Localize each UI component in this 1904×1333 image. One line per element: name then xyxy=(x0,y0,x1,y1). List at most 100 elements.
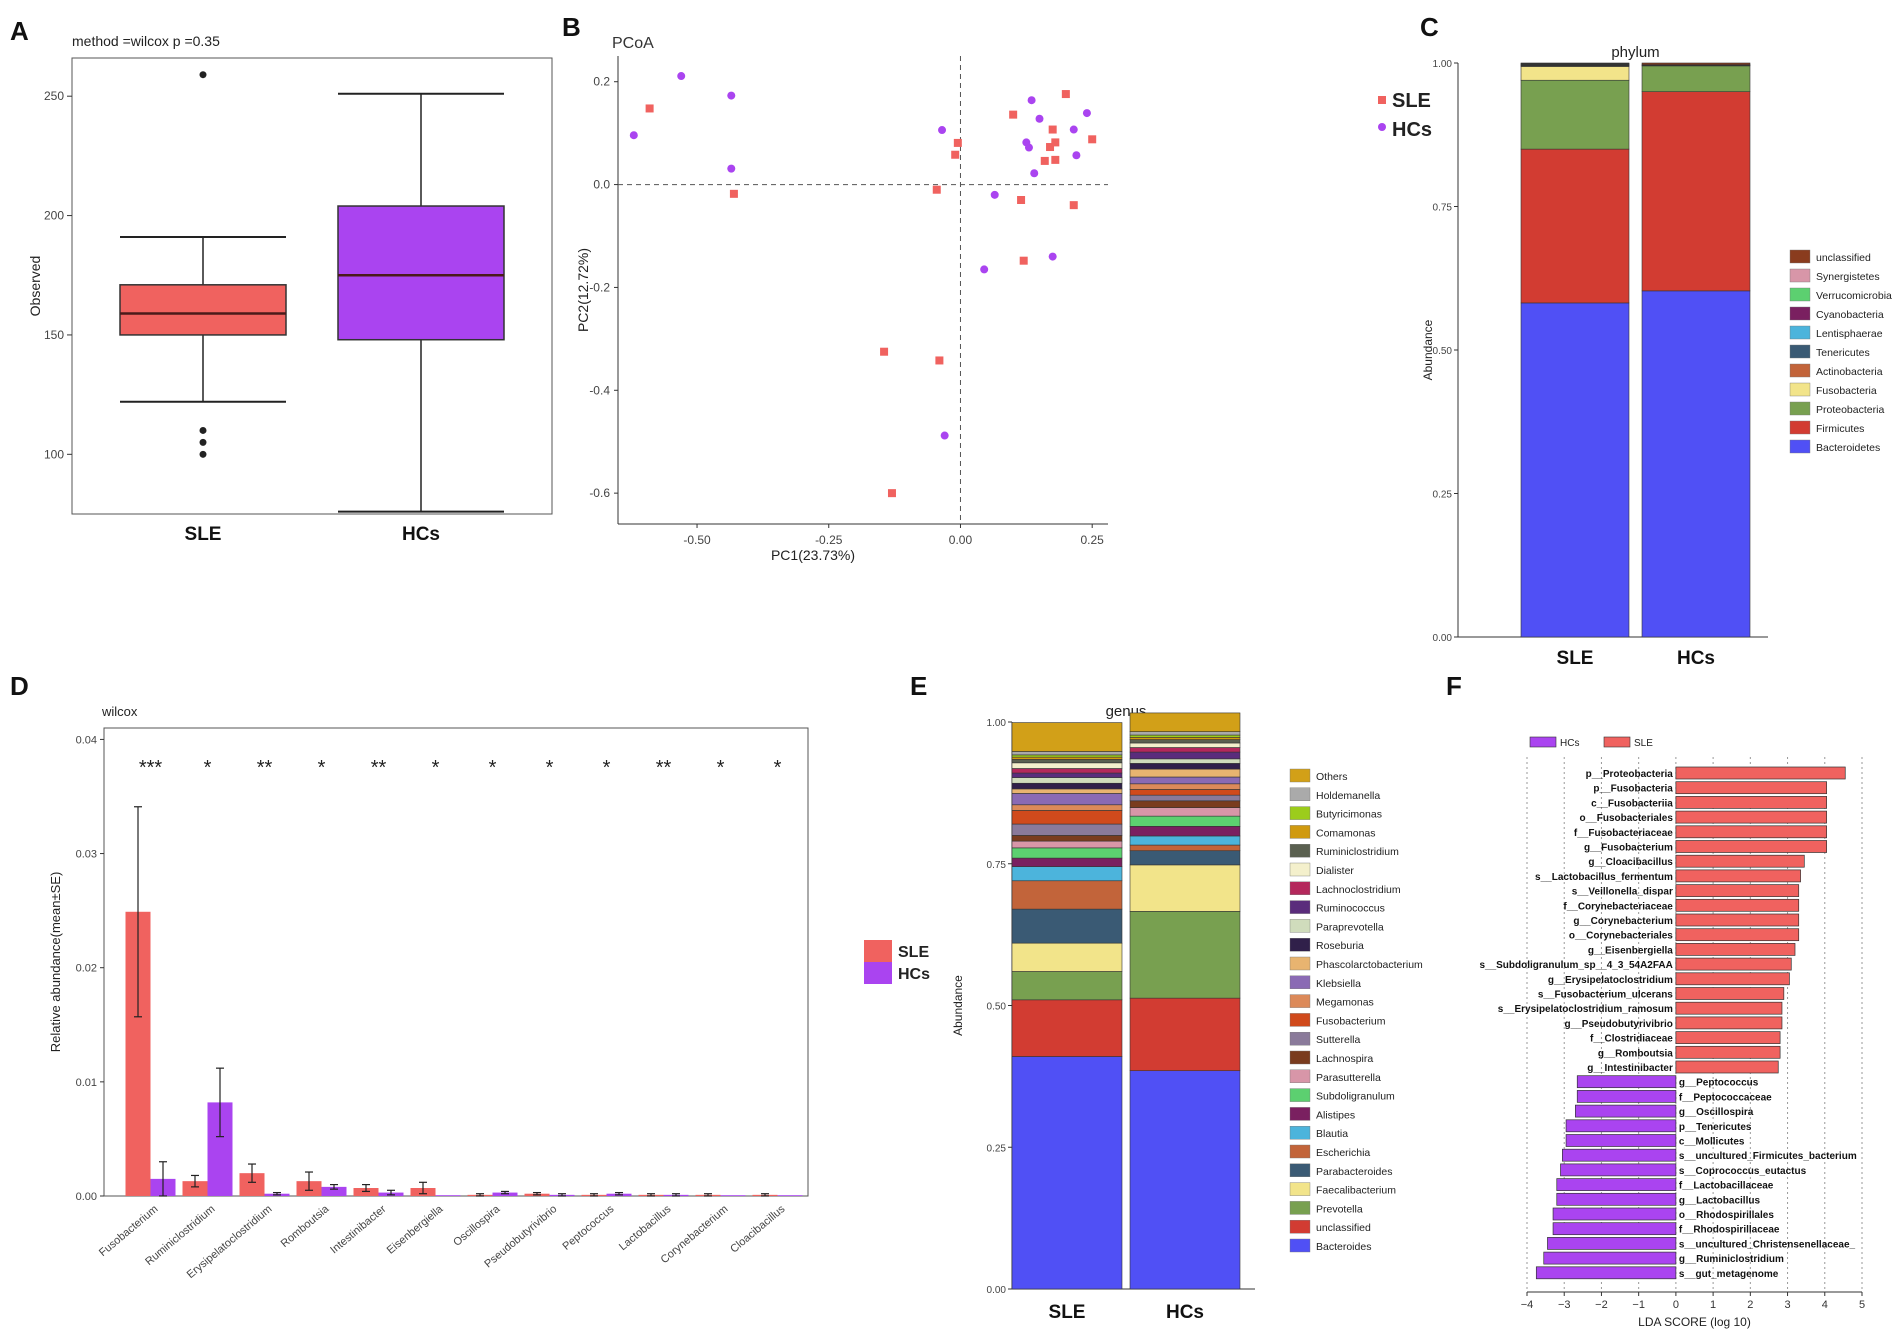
y-axis-label: Abundance xyxy=(1421,319,1435,380)
lda-bar-sle xyxy=(1675,957,1792,971)
legend-key-hcs xyxy=(1529,736,1557,748)
legend-key-fusobacterium xyxy=(1289,1013,1311,1027)
point-sle xyxy=(1088,135,1097,144)
stack-segment-lachnoclostridium xyxy=(1011,768,1123,774)
x-tick-label: 0.25 xyxy=(1081,533,1105,547)
point-hcs xyxy=(727,91,736,100)
y-tick-label: 0.04 xyxy=(76,734,97,746)
y-tick-label: 0.00 xyxy=(1433,633,1453,644)
lda-bar-sle xyxy=(1675,781,1827,795)
legend-label: Dialister xyxy=(1316,865,1354,877)
chart-title: wilcox xyxy=(101,704,138,719)
lda-label: s__Erysipelatoclostridium_ramosum xyxy=(1498,1004,1673,1015)
panel-letter-c: C xyxy=(1420,12,1439,42)
stack-segment-alistipes xyxy=(1011,857,1123,867)
legend-key-unclassified xyxy=(1289,1219,1311,1234)
panel-letter-a: A xyxy=(10,16,29,46)
chart-title: method =wilcox p =0.35 xyxy=(72,33,220,49)
legend-label: Parasutterella xyxy=(1316,1072,1381,1084)
legend-key-bacteroidetes xyxy=(1789,439,1811,454)
y-axis-label: Abundance xyxy=(951,975,965,1036)
stack-segment-subdoligranulum xyxy=(1011,847,1123,859)
stack-segment-ruminococcus xyxy=(1129,751,1241,760)
stack-segment-phascolarctobacterium xyxy=(1011,788,1123,794)
y-axis-label: PC2(12.72%) xyxy=(575,248,591,332)
y-tick-label: 0.25 xyxy=(1433,490,1453,501)
lda-label: f__Peptococcaceae xyxy=(1679,1092,1772,1103)
lda-bar-hcs xyxy=(1547,1237,1677,1250)
x-tick-label: HCs xyxy=(402,524,440,545)
legend-key-cyanobacteria xyxy=(1789,306,1811,321)
x-tick-label: -0.25 xyxy=(815,533,843,547)
stack-segment-subdoligranulum xyxy=(1129,815,1241,827)
stack-segment-unclassified xyxy=(1641,62,1751,66)
legend-key-ruminiclostridium xyxy=(1289,844,1311,858)
legend-label: Paraprevotella xyxy=(1316,921,1384,933)
point-hcs xyxy=(629,131,638,140)
legend-key-alistipes xyxy=(1289,1107,1311,1121)
outlier-point xyxy=(199,438,207,446)
stack-segment-paraprevotella xyxy=(1129,758,1241,764)
stack-segment-alistipes xyxy=(1129,826,1241,837)
point-sle xyxy=(1051,138,1060,147)
lda-bar-sle xyxy=(1675,869,1801,883)
legend-label: Escherichia xyxy=(1316,1147,1370,1159)
lda-label: g__Cloacibacillus xyxy=(1588,857,1673,868)
stack-segment-bacteroidetes xyxy=(1520,302,1630,638)
point-sle xyxy=(1061,90,1070,99)
legend-label-sle: SLE xyxy=(1392,90,1431,112)
legend-key-sle xyxy=(864,940,892,962)
lda-bar-hcs xyxy=(1556,1192,1677,1206)
y-tick-label: 150 xyxy=(44,328,64,342)
stack-segment-holdemanella xyxy=(1129,731,1241,736)
y-tick-label: -0.4 xyxy=(589,383,610,397)
stack-segment-parasutterella xyxy=(1011,840,1123,849)
significance-marker: * xyxy=(204,757,212,779)
x-tick-label: Oscillospira xyxy=(451,1203,503,1249)
stack-segment-ruminiclostridium xyxy=(1129,739,1241,744)
y-tick-label: 1.00 xyxy=(1433,59,1453,70)
legend-key-synergistetes xyxy=(1789,268,1811,283)
stack-segment-roseburia xyxy=(1129,763,1241,770)
legend-key-hcs xyxy=(864,962,892,984)
panel-letter-f: F xyxy=(1446,671,1462,701)
lda-label: f__Clostridiaceae xyxy=(1590,1034,1673,1045)
stack-segment-bacteroides xyxy=(1129,1070,1241,1290)
lda-label: c__Mollicutes xyxy=(1679,1137,1745,1148)
legend-label: Prevotella xyxy=(1316,1203,1363,1215)
stack-segment-bacteroidetes xyxy=(1641,290,1751,638)
panel-letter-b: B xyxy=(562,12,581,42)
y-tick-label: -0.6 xyxy=(589,486,610,500)
lda-label: g__Erysipelatoclostridium xyxy=(1548,975,1673,986)
outlier-point xyxy=(199,426,207,434)
point-sle xyxy=(1040,156,1049,165)
point-sle xyxy=(1048,125,1057,134)
stack-segment-escherichia xyxy=(1011,880,1123,910)
y-tick-label: 0.50 xyxy=(987,1002,1007,1013)
legend-key-roseburia xyxy=(1289,938,1311,952)
panel-letter-d: D xyxy=(10,671,29,701)
stack-segment-fusobacteria xyxy=(1520,66,1630,81)
bar-hcs xyxy=(435,1195,461,1196)
box-sle xyxy=(119,284,287,336)
significance-marker: ** xyxy=(257,757,273,779)
legend-label: Cyanobacteria xyxy=(1816,309,1884,321)
lda-bar-sle xyxy=(1675,884,1800,897)
lda-bar-sle xyxy=(1675,854,1805,868)
legend-label: Tenericutes xyxy=(1816,347,1870,359)
lda-bar-sle xyxy=(1675,943,1796,956)
stack-segment-blautia xyxy=(1011,866,1123,882)
lda-label: g__Oscillospira xyxy=(1679,1107,1754,1118)
significance-marker: * xyxy=(489,757,497,779)
legend-label: Lentisphaerae xyxy=(1816,328,1883,340)
x-tick-label: Peptococcus xyxy=(560,1203,616,1253)
lda-label: g__Ruminiclostridium xyxy=(1679,1254,1784,1265)
lda-bar-sle xyxy=(1675,1060,1779,1074)
point-sle xyxy=(1046,143,1055,152)
stack-segment-proteobacteria xyxy=(1520,79,1630,150)
legend-label: Bacteroidetes xyxy=(1816,442,1880,454)
legend-key-unclassified xyxy=(1789,249,1811,264)
legend-label: Fusobacteria xyxy=(1816,385,1877,397)
lda-label: s__Fusobacterium_ulcerans xyxy=(1538,990,1673,1001)
significance-marker: ** xyxy=(371,757,387,779)
